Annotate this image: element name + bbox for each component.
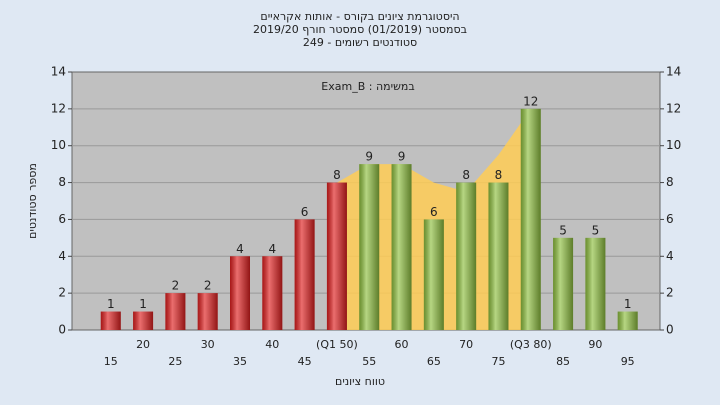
x-tick-label: 90 xyxy=(588,338,602,351)
bar-shade xyxy=(617,311,638,330)
bar-shade xyxy=(230,256,250,330)
chart-title: היסטוגרמת ציונים בקורס - אותות אקראיים xyxy=(260,10,459,23)
value-label: 5 xyxy=(592,223,600,237)
bar-shade xyxy=(165,293,186,330)
bar-shade xyxy=(359,164,380,330)
x-tick-label: 75 xyxy=(491,355,505,368)
x-tick-label: 20 xyxy=(136,338,150,351)
x-tick-label: 70 xyxy=(459,338,473,351)
value-label: 6 xyxy=(301,205,309,219)
y2-tick-label: 10 xyxy=(666,138,681,152)
bar-shade xyxy=(488,182,509,330)
x-tick-label: 85 xyxy=(556,355,570,368)
value-label: 1 xyxy=(107,297,115,311)
y-tick-label: 0 xyxy=(58,323,66,337)
bar-shade xyxy=(553,237,574,330)
value-label: 8 xyxy=(495,168,503,182)
y-tick-label: 12 xyxy=(51,101,66,115)
chart-title: בסמסטר (01/2019) סמסטר חורף 2019/20 xyxy=(253,23,467,36)
value-label: 9 xyxy=(365,150,373,164)
y2-tick-label: 4 xyxy=(666,249,674,263)
x-tick-label: 95 xyxy=(621,355,635,368)
x-tick-label: 55 xyxy=(362,355,376,368)
x-tick-label: 65 xyxy=(427,355,441,368)
y2-tick-label: 8 xyxy=(666,175,674,189)
y2-tick-label: 6 xyxy=(666,212,674,226)
y2-tick-label: 2 xyxy=(666,286,674,300)
y-tick-label: 10 xyxy=(51,138,66,152)
value-label: 8 xyxy=(462,168,470,182)
y-tick-label: 8 xyxy=(58,175,66,189)
value-label: 1 xyxy=(139,297,147,311)
value-label: 4 xyxy=(268,242,276,256)
chart-title: סטודנטים רשומים - 249 xyxy=(303,36,417,49)
value-label: 2 xyxy=(172,279,180,293)
value-label: 4 xyxy=(236,242,244,256)
y-axis-label: מספר סטודנטים xyxy=(26,163,39,239)
value-label: 12 xyxy=(523,94,538,108)
x-tick-label: (Q3 80) xyxy=(510,338,552,351)
value-label: 9 xyxy=(398,150,406,164)
bar-shade xyxy=(520,108,541,330)
x-tick-label: 30 xyxy=(201,338,215,351)
value-label: 6 xyxy=(430,205,438,219)
bar-shade xyxy=(391,164,412,330)
x-tick-label: 25 xyxy=(168,355,182,368)
y-tick-label: 4 xyxy=(58,249,66,263)
x-tick-label: 60 xyxy=(395,338,409,351)
value-label: 5 xyxy=(559,223,567,237)
y-tick-label: 2 xyxy=(58,286,66,300)
bar-shade xyxy=(326,182,347,330)
x-tick-label: 15 xyxy=(104,355,118,368)
y2-tick-label: 14 xyxy=(666,65,681,79)
bar-shade xyxy=(423,219,444,330)
x-tick-label: 40 xyxy=(265,338,279,351)
annotation: במשימה : Exam_B xyxy=(321,80,414,93)
y-tick-label: 14 xyxy=(51,65,66,79)
quartile-band xyxy=(336,108,531,330)
x-tick-label: 35 xyxy=(233,355,247,368)
y2-tick-label: 12 xyxy=(666,101,681,115)
bar-shade xyxy=(197,293,218,330)
y-tick-label: 6 xyxy=(58,212,66,226)
bar-shade xyxy=(100,311,121,330)
bar-shade xyxy=(294,219,315,330)
bar-shade xyxy=(262,256,283,330)
bar-shade xyxy=(585,237,606,330)
bar-shade xyxy=(133,311,154,330)
x-tick-label: 45 xyxy=(298,355,312,368)
y2-tick-label: 0 xyxy=(666,323,674,337)
x-axis-label: טווח ציונים xyxy=(335,375,385,388)
x-tick-label: (Q1 50) xyxy=(316,338,358,351)
value-label: 2 xyxy=(204,279,212,293)
value-label: 1 xyxy=(624,297,632,311)
bar-shade xyxy=(456,182,477,330)
value-label: 8 xyxy=(333,168,341,182)
